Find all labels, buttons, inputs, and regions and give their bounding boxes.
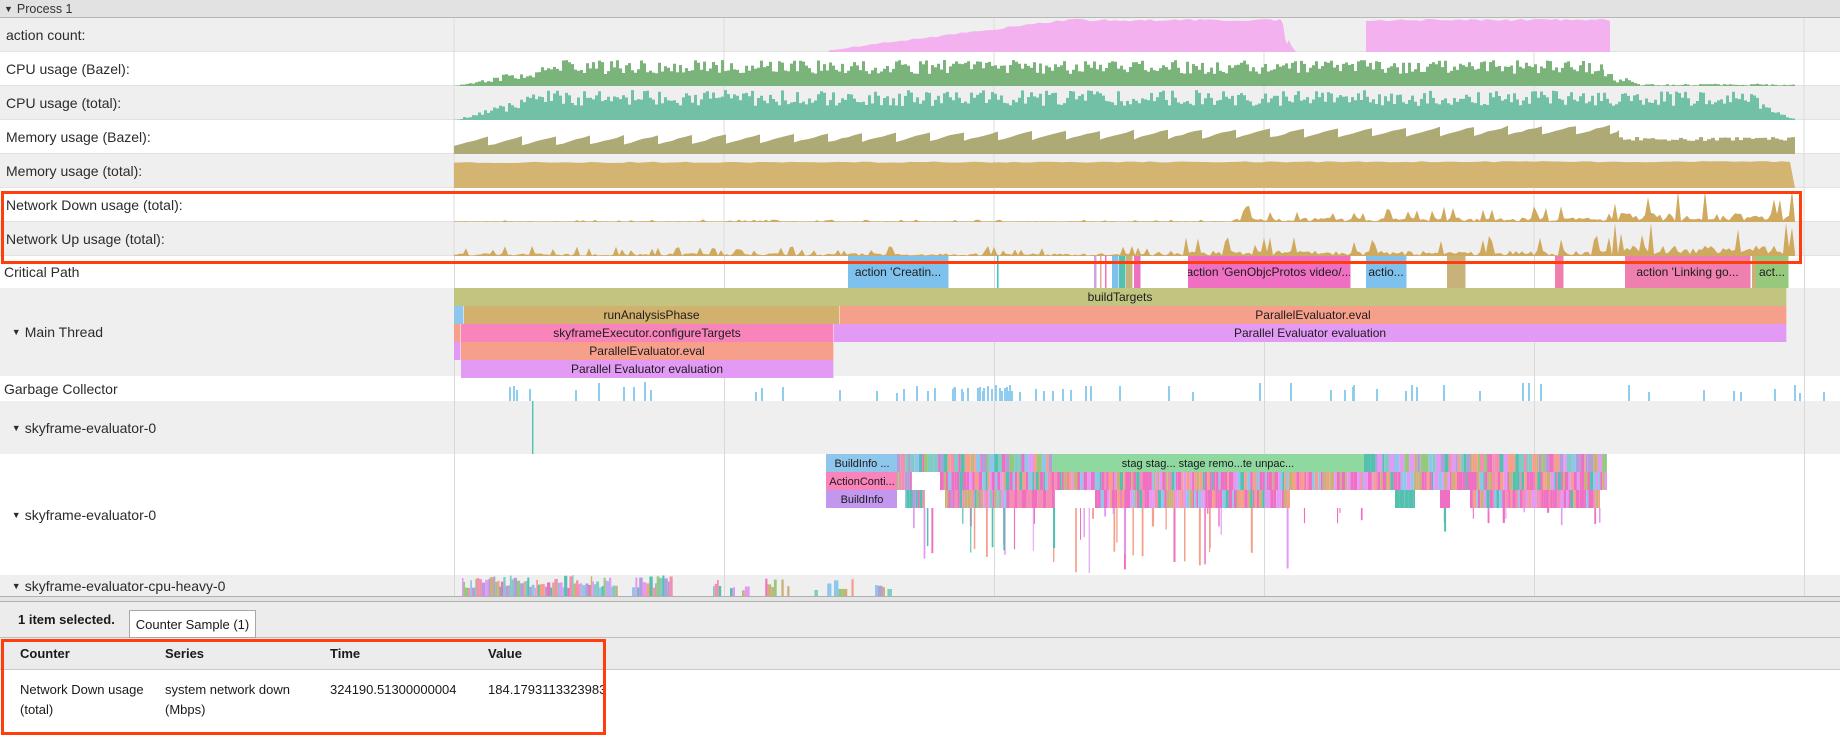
svg-text:BuildInfo: BuildInfo <box>841 494 884 506</box>
svg-text:BuildInfo ...: BuildInfo ... <box>834 458 889 470</box>
svg-text:ActionConti...: ActionConti... <box>829 476 894 488</box>
svg-text:stag stag... stage remo...te: stag stag... stage remo...te unpac... <box>1122 458 1294 470</box>
